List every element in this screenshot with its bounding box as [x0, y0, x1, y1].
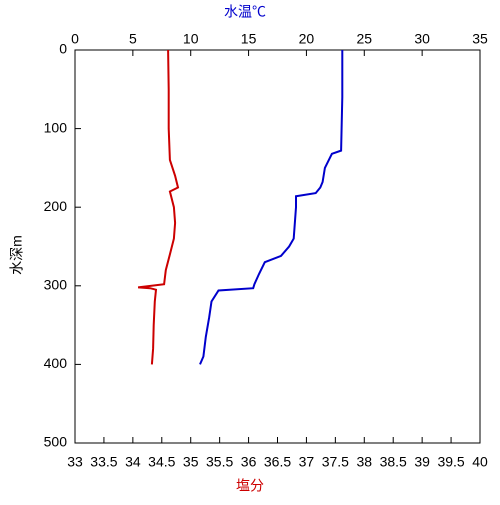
- x-tick-label: 34.5: [148, 454, 175, 470]
- x-tick-label: 37.5: [322, 454, 349, 470]
- x-tick-label: 39: [414, 454, 430, 470]
- profile-line: [137, 49, 180, 365]
- x2-tick-label: 0: [71, 31, 79, 47]
- x2-tick-label: 25: [356, 31, 372, 47]
- x-tick-label: 33.5: [90, 454, 117, 470]
- y-tick-label: 300: [44, 277, 68, 293]
- x-tick-label: 40: [472, 454, 488, 470]
- top-axis-title: 水温℃: [224, 4, 266, 20]
- x2-tick-label: 35: [472, 31, 488, 47]
- x-tick-label: 35: [183, 454, 199, 470]
- y-tick-label: 0: [59, 41, 67, 57]
- x2-tick-label: 5: [129, 31, 137, 47]
- x-tick-label: 34: [125, 454, 141, 470]
- x-tick-label: 35.5: [206, 454, 233, 470]
- x2-tick-label: 30: [414, 31, 430, 47]
- x-tick-label: 39.5: [437, 454, 464, 470]
- y-tick-label: 200: [44, 198, 68, 214]
- y-tick-label: 100: [44, 119, 68, 135]
- x2-tick-label: 15: [241, 31, 257, 47]
- x-tick-label: 36.5: [264, 454, 291, 470]
- x-tick-label: 36: [241, 454, 257, 470]
- x-tick-label: 38.5: [380, 454, 407, 470]
- plot-frame: [74, 49, 481, 444]
- x-tick-label: 38: [356, 454, 372, 470]
- x-tick-label: 37: [299, 454, 315, 470]
- y-tick-label: 500: [44, 434, 68, 450]
- x-tick-label: 33: [67, 454, 83, 470]
- y-axis-title: 水深m: [9, 235, 25, 275]
- x2-tick-label: 20: [299, 31, 315, 47]
- y-tick-label: 400: [44, 355, 68, 371]
- bottom-axis-title: 塩分: [236, 478, 264, 494]
- x2-tick-label: 10: [183, 31, 199, 47]
- profile-line: [199, 50, 344, 365]
